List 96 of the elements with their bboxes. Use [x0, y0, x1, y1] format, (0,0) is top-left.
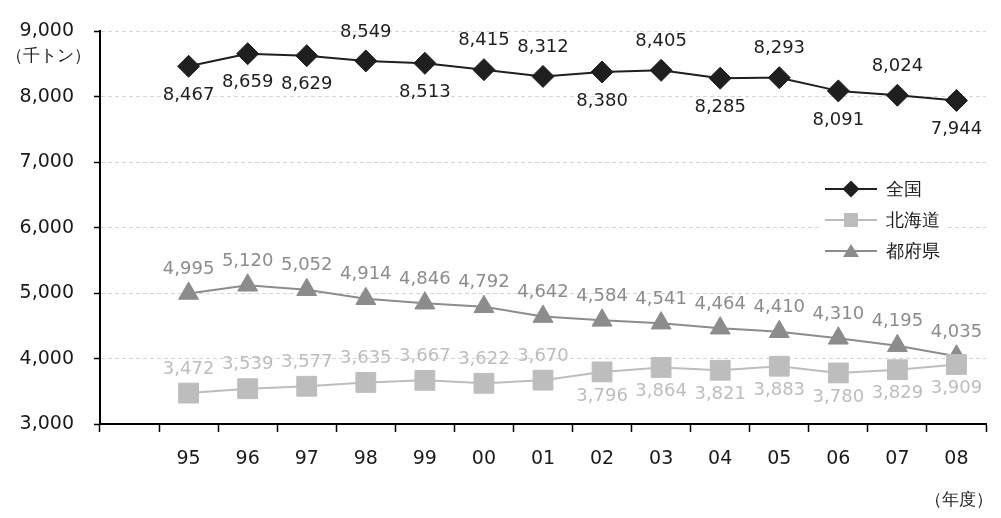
data-label: 5,052 — [280, 253, 333, 275]
point — [590, 60, 614, 84]
x-tick-label: 99 — [412, 446, 437, 469]
data-label: 7,944 — [930, 117, 983, 139]
data-label: 4,195 — [871, 309, 924, 331]
data-label: 3,883 — [753, 377, 806, 399]
legend-label: 全国 — [886, 176, 922, 201]
point — [708, 66, 732, 90]
x-tick-label: 08 — [944, 446, 969, 469]
data-label: 3,670 — [517, 343, 569, 365]
point — [768, 355, 790, 377]
point — [473, 372, 495, 394]
point — [531, 64, 555, 88]
data-label: 8,091 — [812, 107, 865, 129]
data-label: 4,410 — [753, 295, 806, 317]
point — [709, 359, 731, 381]
x-tick-label: 00 — [471, 446, 497, 469]
data-label: 8,380 — [576, 88, 628, 110]
data-label: 4,541 — [635, 286, 687, 308]
point — [649, 58, 673, 82]
data-label: 4,642 — [517, 280, 569, 302]
data-label: 8,415 — [458, 28, 510, 50]
legend-label: 北海道 — [886, 207, 940, 232]
data-label: 4,310 — [812, 301, 865, 323]
data-label: 3,472 — [162, 356, 215, 378]
y-tick-label: 3,000 — [19, 410, 74, 433]
point — [591, 361, 613, 383]
point — [355, 372, 377, 393]
y-tick-label: 4,000 — [19, 345, 74, 368]
y-tick-label: 5,000 — [19, 280, 74, 303]
point — [178, 382, 199, 404]
x-tick-label: 04 — [708, 446, 733, 469]
point — [472, 58, 496, 82]
point — [767, 66, 791, 90]
x-tick-label: 06 — [826, 446, 851, 469]
data-label: 8,285 — [694, 94, 746, 116]
point — [237, 378, 259, 400]
data-label: 3,635 — [340, 346, 392, 368]
data-label: 8,405 — [635, 29, 687, 50]
data-label: 8,549 — [340, 19, 392, 41]
point — [944, 89, 968, 112]
x-axis-title: （年度） — [925, 489, 993, 509]
data-label: 8,293 — [753, 36, 806, 58]
x-tick-label: 98 — [353, 446, 378, 469]
x-tick-label: 05 — [767, 446, 792, 469]
data-label: 8,513 — [399, 79, 451, 101]
data-label: 3,539 — [221, 352, 274, 374]
legend-label: 都府県 — [886, 238, 940, 263]
data-label: 4,584 — [576, 284, 628, 306]
data-label: 3,780 — [812, 384, 865, 406]
x-tick-label: 03 — [649, 446, 674, 469]
y-tick-label: 7,000 — [19, 149, 74, 172]
point — [177, 54, 201, 78]
point — [887, 359, 908, 381]
data-label: 8,659 — [221, 70, 274, 92]
x-tick-label: 95 — [176, 446, 201, 469]
data-label: 4,464 — [694, 291, 746, 313]
point — [532, 369, 554, 391]
x-tick-label: 97 — [294, 446, 319, 469]
y-tick-label: 8,000 — [19, 83, 74, 106]
data-label: 8,312 — [517, 35, 569, 57]
data-label: 3,864 — [635, 379, 687, 401]
y-tick-label: 9,000 — [19, 18, 74, 41]
data-label: 4,846 — [399, 266, 451, 288]
data-label: 8,024 — [871, 53, 924, 75]
point — [413, 51, 437, 75]
point — [826, 79, 850, 103]
point — [885, 83, 909, 107]
data-label: 3,667 — [399, 344, 451, 366]
point — [236, 42, 260, 66]
data-label: 4,995 — [162, 257, 215, 279]
point — [295, 44, 319, 68]
x-tick-label: 02 — [589, 446, 615, 469]
y-tick-label: 6,000 — [19, 214, 74, 237]
data-label: 5,120 — [221, 248, 274, 270]
data-label: 3,829 — [871, 381, 924, 403]
x-tick-label: 01 — [530, 446, 556, 469]
data-label: 3,622 — [458, 346, 510, 368]
point — [354, 49, 378, 73]
data-label: 3,909 — [930, 376, 983, 398]
point — [296, 375, 318, 397]
point — [650, 357, 672, 378]
data-label: 4,035 — [930, 319, 983, 341]
point — [827, 362, 849, 384]
x-tick-label: 96 — [235, 446, 260, 469]
y-axis-title: （千トン） — [6, 45, 91, 65]
data-label: 8,629 — [280, 72, 333, 94]
data-label: 8,467 — [162, 82, 215, 104]
data-label: 3,577 — [280, 349, 333, 371]
data-label: 3,796 — [576, 383, 628, 405]
data-label: 4,914 — [340, 262, 392, 284]
x-tick-label: 07 — [885, 446, 910, 469]
data-label: 4,792 — [458, 270, 510, 292]
data-label: 3,821 — [694, 381, 746, 403]
point — [414, 369, 436, 391]
point — [946, 354, 967, 375]
